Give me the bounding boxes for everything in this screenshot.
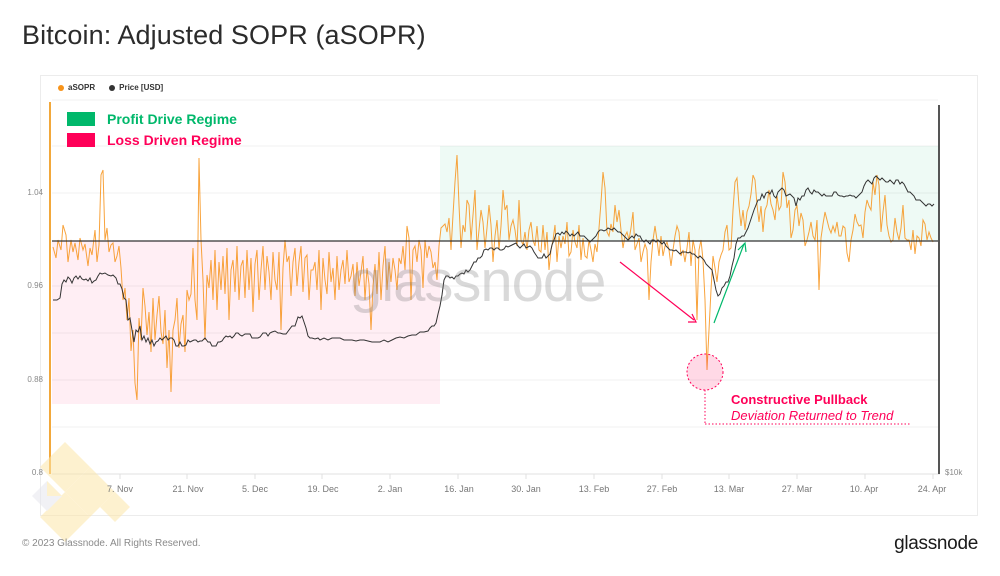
x-tick: 13. Feb: [578, 484, 610, 494]
x-tick: 21. Nov: [172, 484, 204, 494]
diamond-logo-icon: [32, 442, 130, 542]
price-line: [53, 175, 935, 348]
profit-regime-label: Profit Drive Regime: [107, 110, 237, 127]
pullback-marker: [686, 353, 724, 391]
y-tick: 0.8: [31, 468, 43, 477]
regime-legend: Profit Drive Regime Loss Driven Regime: [67, 108, 242, 150]
annotation-title: Constructive Pullback: [731, 392, 868, 407]
regime-legend-loss: Loss Driven Regime: [67, 129, 242, 150]
chart-container: [40, 75, 978, 516]
profit-swatch-icon: [67, 111, 95, 126]
profit-regime-region: [440, 146, 938, 241]
y-tick: 0.88: [27, 375, 43, 384]
legend-item-price[interactable]: Price [USD]: [109, 83, 163, 92]
loss-swatch-icon: [67, 132, 95, 147]
x-tick: 16. Jan: [444, 484, 474, 494]
legend-dot-icon: [109, 84, 116, 91]
x-tick: 5. Dec: [241, 484, 269, 494]
page-title: Bitcoin: Adjusted SOPR (aSOPR): [22, 20, 426, 50]
y-tick: 1.04: [27, 188, 43, 197]
chart-legend: aSOPR Price [USD]: [58, 83, 163, 92]
x-tick: 27. Feb: [646, 484, 678, 494]
y-tick: 0.96: [27, 281, 43, 290]
legend-label: Price [USD]: [119, 83, 164, 92]
loss-regime-label: Loss Driven Regime: [107, 131, 242, 148]
x-tick: 19. Dec: [307, 484, 339, 494]
x-tick: 27. Mar: [781, 484, 813, 494]
regime-legend-profit: Profit Drive Regime: [67, 108, 242, 129]
legend-item-asopr[interactable]: aSOPR: [58, 83, 95, 92]
asopr-line: [52, 154, 934, 401]
footer-brand-logo: glassnode: [894, 533, 978, 554]
watermark: glassnode: [350, 249, 606, 314]
gridlines: [52, 99, 938, 428]
annotation-subtitle: Deviation Returned to Trend: [731, 408, 894, 423]
x-tick: 10. Apr: [849, 484, 879, 494]
x-tick: 30. Jan: [511, 484, 541, 494]
footer-copyright: © 2023 Glassnode. All Rights Reserved.: [22, 538, 201, 549]
y2-tick: $10k: [945, 468, 963, 477]
x-tick: 2. Jan: [377, 484, 403, 494]
x-tick: 24. Apr: [917, 484, 947, 494]
x-tick: 13. Mar: [713, 484, 745, 494]
legend-dot-icon: [58, 84, 64, 91]
x-tick: 7. Nov: [106, 484, 134, 494]
legend-label: aSOPR: [68, 83, 96, 92]
